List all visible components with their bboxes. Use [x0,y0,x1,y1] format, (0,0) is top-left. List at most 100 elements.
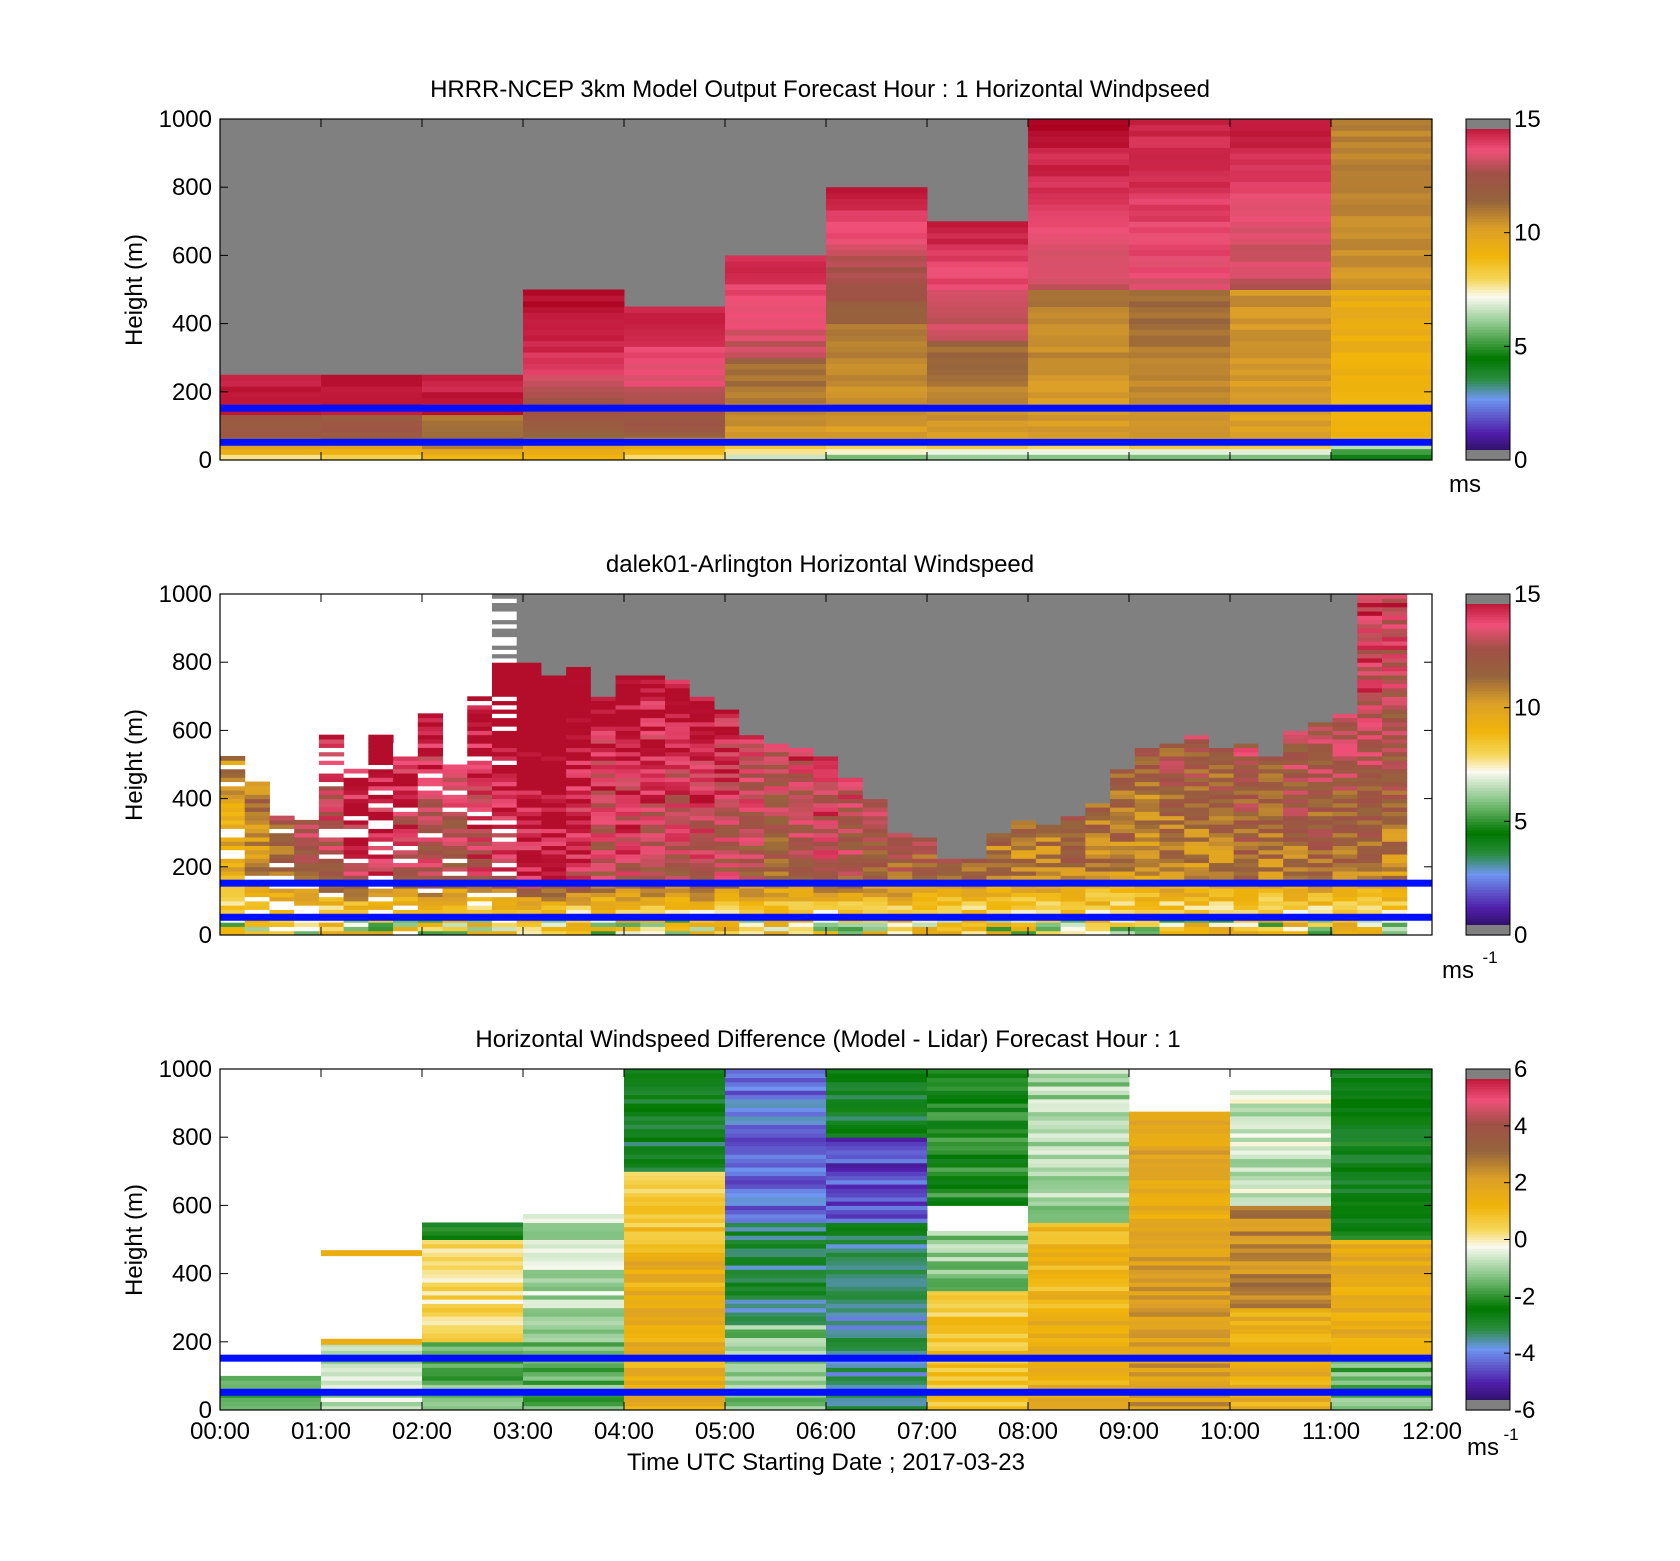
heatmap-cell [936,657,963,663]
heatmap-cell [862,713,889,719]
heatmap-cell [1060,747,1086,753]
heatmap-cell [541,888,567,893]
heatmap-cell [1129,1337,1231,1343]
heatmap-cell [936,845,963,851]
heatmap-cell [1060,755,1086,761]
heatmap-cell [640,692,666,697]
heatmap-cell [1357,909,1383,915]
heatmap-cell [516,594,542,599]
heatmap-cell [826,1098,928,1104]
heatmap-cell [442,930,468,936]
heatmap-cell [220,896,246,902]
heatmap-cell [1230,1303,1332,1309]
heatmap-cell [1357,743,1383,748]
heatmap-cell [1307,674,1334,680]
heatmap-cell [491,653,518,659]
heatmap-cell [1208,692,1235,697]
heatmap-cell [343,892,369,898]
heatmap-cell [936,900,963,906]
heatmap-cell [269,832,295,838]
heatmap-cell [566,841,592,846]
heatmap-cell [714,777,740,783]
heatmap-cell [1184,896,1210,902]
heatmap-cell [912,905,938,910]
heatmap-cell [1357,888,1383,893]
heatmap-cell [714,670,740,676]
heatmap-cell [1060,726,1086,731]
heatmap-cell [1230,1192,1332,1198]
heatmap-cell [1184,755,1210,761]
heatmap-cell [541,862,567,868]
heatmap-cell [1129,346,1231,353]
heatmap-cell [936,794,963,800]
heatmap-cell [1110,611,1136,616]
heatmap-cell [1028,261,1130,268]
heatmap-cell [624,397,726,404]
heatmap-cell [689,760,715,765]
heatmap-cell [826,312,928,319]
heatmap-cell [244,819,270,825]
heatmap-cell [1331,1277,1433,1283]
colorbar-swatch [1466,875,1510,879]
heatmap-cell [566,679,592,685]
heatmap-cell [1307,841,1334,846]
heatmap-cell [1307,760,1334,765]
heatmap-cell [1382,594,1408,599]
heatmap-cell [1184,900,1210,906]
heatmap-cell [862,704,889,710]
heatmap-cell [220,828,246,834]
heatmap-cell [1230,255,1332,262]
heatmap-cell [1060,640,1086,646]
heatmap-cell [318,773,345,778]
heatmap-cell [813,824,839,829]
heatmap-cell [343,832,369,838]
heatmap-cell [763,594,790,599]
heatmap-cell [1208,905,1235,910]
heatmap-cell [826,334,928,342]
heatmap-cell [1035,657,1062,663]
heatmap-cell [422,408,524,416]
heatmap-cell [368,773,394,778]
heatmap-cell [566,692,592,697]
heatmap-cell [936,674,963,680]
heatmap-cell [624,1094,726,1100]
heatmap-cell [725,1320,827,1326]
heatmap-cell [788,785,814,791]
heatmap-cell [1230,300,1332,308]
heatmap-cell [739,773,765,778]
heatmap-cell [1129,136,1231,143]
heatmap-cell [887,828,913,834]
heatmap-cell [1129,119,1231,126]
heatmap-cell [788,709,814,714]
colorbar-swatch [1466,693,1510,697]
heatmap-cell [1283,747,1309,753]
heatmap-cell [665,649,691,655]
heatmap-cell [491,649,518,655]
heatmap-cell [615,764,641,770]
heatmap-cell [422,1329,524,1334]
heatmap-cell [1230,1137,1332,1142]
heatmap-cell [788,824,814,829]
heatmap-cell [1028,1090,1130,1096]
heatmap-cell [566,751,592,757]
heatmap-cell [1035,824,1062,829]
heatmap-cell [1307,709,1334,714]
heatmap-cell [1159,802,1185,808]
heatmap-cell [1258,734,1284,740]
heatmap-cell [986,628,1012,633]
heatmap-cell [1028,1282,1130,1287]
heatmap-cell [689,653,715,659]
heatmap-cell [624,1346,726,1351]
heatmap-cell [813,713,839,719]
heatmap-cell [763,670,790,676]
heatmap-cell [1283,632,1309,638]
heatmap-cell [624,352,726,359]
heatmap-cell [467,794,493,800]
heatmap-cell [1258,760,1284,765]
heatmap-cell [1332,743,1358,748]
heatmap-cell [244,892,270,898]
heatmap-cell [1258,836,1284,842]
heatmap-cell [986,768,1012,774]
heatmap-cell [725,1179,827,1185]
heatmap-cell [725,1282,827,1287]
